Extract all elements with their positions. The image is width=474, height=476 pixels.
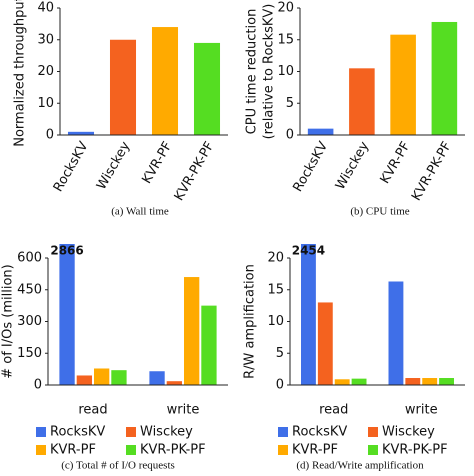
legend-swatch xyxy=(368,427,378,437)
y-tick-label: 15 xyxy=(267,282,284,297)
legend-label: KVR-PK-PF xyxy=(382,443,448,458)
bar xyxy=(405,378,421,385)
y-axis-label: (relative to RocksKV) xyxy=(262,4,277,140)
y-axis-label: CPU time reduction xyxy=(245,9,260,135)
y-tick-label: 0 xyxy=(286,128,294,143)
y-tick-label: 300 xyxy=(17,314,42,329)
y-tick-label: 5 xyxy=(276,346,284,361)
bar xyxy=(109,39,137,135)
legend-swatch xyxy=(126,445,136,455)
x-tick-label: read xyxy=(319,403,348,418)
y-tick-label: 20 xyxy=(277,1,294,16)
x-tick-label: Wisckey xyxy=(94,139,134,193)
legend-label: RocksKV xyxy=(292,425,347,440)
bar xyxy=(166,381,182,385)
bar xyxy=(351,378,367,385)
y-tick-label: 0 xyxy=(34,378,42,393)
y-tick-label: 10 xyxy=(267,314,284,329)
bar xyxy=(301,244,316,385)
y-tick-label: 450 xyxy=(17,282,42,297)
legend-label: Wisckey xyxy=(140,425,193,440)
value-label: 2866 xyxy=(50,244,83,258)
legend-swatch xyxy=(36,445,46,455)
caption: (b) CPU time xyxy=(350,206,409,218)
bar xyxy=(94,368,110,385)
legend-label: KVR-PK-PF xyxy=(140,443,206,458)
caption: (c) Total # of I/O requests xyxy=(61,460,175,472)
bar xyxy=(317,302,333,385)
legend-label: KVR-PF xyxy=(50,443,96,458)
bar xyxy=(307,128,334,135)
bars xyxy=(307,21,458,135)
bar xyxy=(349,68,375,135)
x-tick-label: KVR-PF xyxy=(378,139,414,186)
bar xyxy=(59,244,75,385)
y-tick-label: 600 xyxy=(17,251,42,266)
y-axis-label: # of I/Os (million) xyxy=(1,264,16,379)
bar xyxy=(439,378,454,385)
x-tick-label: RocksKV xyxy=(51,139,92,194)
legend-label: RocksKV xyxy=(50,425,105,440)
legend-swatch xyxy=(278,427,288,437)
legend-swatch xyxy=(126,427,136,437)
y-axis-label: Normalized throughput xyxy=(13,0,28,147)
bar xyxy=(201,305,217,385)
y-tick-label: 10 xyxy=(37,96,54,111)
legend-swatch xyxy=(36,427,46,437)
bar xyxy=(151,27,179,135)
x-tick-label: KVR-PK-PF xyxy=(172,139,218,203)
bar xyxy=(149,371,165,385)
y-tick-label: 20 xyxy=(37,64,54,79)
y-tick-label: 20 xyxy=(267,251,284,266)
x-tick-label: write xyxy=(167,403,200,418)
caption: (a) Wall time xyxy=(111,206,169,218)
y-axis-label: R/W amplification xyxy=(243,264,258,379)
bars xyxy=(301,244,454,385)
y-tick-label: 15 xyxy=(277,32,294,47)
legend-label: KVR-PF xyxy=(292,443,338,458)
y-tick-label: 10 xyxy=(277,64,294,79)
caption: (d) Read/Write amplification xyxy=(296,460,424,472)
legend-swatch xyxy=(278,445,288,455)
y-tick-label: 5 xyxy=(286,96,294,111)
x-tick-label: KVR-PF xyxy=(140,139,176,186)
y-tick-label: 150 xyxy=(17,346,42,361)
bar xyxy=(67,131,95,135)
x-tick-label: write xyxy=(405,403,438,418)
bar xyxy=(431,21,458,135)
bar xyxy=(388,281,404,385)
bars xyxy=(67,27,221,135)
bar xyxy=(334,379,350,385)
x-tick-label: read xyxy=(78,403,107,418)
value-label: 2454 xyxy=(292,244,325,258)
bars xyxy=(59,244,217,385)
bar xyxy=(184,277,200,385)
bar xyxy=(111,370,127,385)
legend-swatch xyxy=(368,445,378,455)
bar xyxy=(422,378,438,385)
bar xyxy=(76,375,92,385)
x-tick-label: Wisckey xyxy=(333,139,373,193)
y-tick-label: 40 xyxy=(37,1,54,16)
y-tick-label: 0 xyxy=(46,128,54,143)
bar xyxy=(193,42,221,135)
bar xyxy=(390,34,416,135)
x-tick-label: KVR-PK-PF xyxy=(409,139,455,203)
y-tick-label: 30 xyxy=(37,32,54,47)
y-tick-label: 0 xyxy=(276,378,284,393)
x-tick-label: RocksKV xyxy=(290,139,331,194)
legend-label: Wisckey xyxy=(382,425,435,440)
